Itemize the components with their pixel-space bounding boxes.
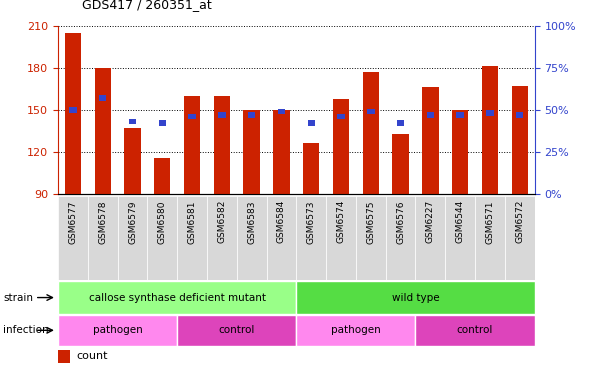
Text: count: count (76, 351, 108, 361)
Text: strain: strain (3, 292, 33, 303)
Text: GSM6574: GSM6574 (337, 200, 345, 243)
Bar (481, 66, 498, 194)
Text: GSM6576: GSM6576 (396, 200, 405, 243)
Bar (177, 315, 296, 346)
Bar (386, 196, 415, 280)
Bar (452, 110, 469, 194)
Bar (154, 157, 170, 194)
Bar (184, 96, 200, 194)
Bar (214, 96, 230, 194)
Text: GSM6584: GSM6584 (277, 200, 286, 243)
Bar (266, 196, 296, 280)
Text: GSM6544: GSM6544 (456, 200, 464, 243)
Text: GSM6571: GSM6571 (486, 200, 494, 243)
Bar (207, 196, 237, 280)
Bar (69, 107, 76, 113)
Text: callose synthase deficient mutant: callose synthase deficient mutant (89, 292, 266, 303)
Text: infection: infection (3, 325, 49, 335)
Bar (367, 109, 375, 114)
Text: GSM6577: GSM6577 (68, 200, 78, 243)
Text: GSM6581: GSM6581 (188, 200, 197, 243)
Bar (415, 315, 535, 346)
Bar (58, 350, 70, 362)
Bar (422, 87, 439, 194)
Text: GSM6227: GSM6227 (426, 200, 435, 243)
Bar (218, 112, 225, 117)
Text: control: control (219, 325, 255, 335)
Bar (333, 98, 349, 194)
Text: control: control (457, 325, 493, 335)
Text: GSM6579: GSM6579 (128, 200, 137, 243)
Bar (58, 281, 296, 314)
Bar (296, 196, 326, 280)
Bar (273, 110, 290, 194)
Text: GSM6578: GSM6578 (98, 200, 107, 243)
Bar (326, 196, 356, 280)
Text: pathogen: pathogen (93, 325, 142, 335)
Bar (99, 95, 106, 101)
Bar (511, 86, 528, 194)
Bar (392, 134, 409, 194)
Bar (296, 281, 535, 314)
Bar (188, 114, 196, 119)
Bar (88, 196, 117, 280)
Bar (356, 196, 386, 280)
Bar (505, 196, 535, 280)
Bar (278, 109, 285, 114)
Bar (362, 72, 379, 194)
Text: GSM6575: GSM6575 (367, 200, 375, 243)
Bar (124, 128, 141, 194)
Bar (58, 196, 88, 280)
Text: GDS417 / 260351_at: GDS417 / 260351_at (82, 0, 212, 11)
Bar (118, 196, 147, 280)
Bar (426, 112, 434, 117)
Text: GSM6583: GSM6583 (247, 200, 256, 243)
Text: wild type: wild type (392, 292, 439, 303)
Bar (58, 315, 177, 346)
Bar (337, 114, 345, 119)
Text: GSM6573: GSM6573 (307, 200, 316, 243)
Bar (296, 315, 415, 346)
Bar (177, 196, 207, 280)
Bar (243, 110, 260, 194)
Bar (445, 196, 475, 280)
Text: pathogen: pathogen (331, 325, 381, 335)
Bar (475, 196, 505, 280)
Bar (415, 196, 445, 280)
Bar (65, 33, 81, 194)
Bar (147, 196, 177, 280)
Bar (159, 120, 166, 126)
Bar (307, 120, 315, 126)
Bar (397, 120, 404, 126)
Bar (516, 112, 524, 117)
Bar (237, 196, 266, 280)
Bar (129, 119, 136, 124)
Bar (95, 68, 111, 194)
Text: GSM6572: GSM6572 (515, 200, 524, 243)
Bar (456, 112, 464, 117)
Text: GSM6580: GSM6580 (158, 200, 167, 243)
Text: GSM6582: GSM6582 (218, 200, 226, 243)
Bar (248, 112, 255, 117)
Bar (303, 143, 320, 194)
Bar (486, 111, 494, 116)
